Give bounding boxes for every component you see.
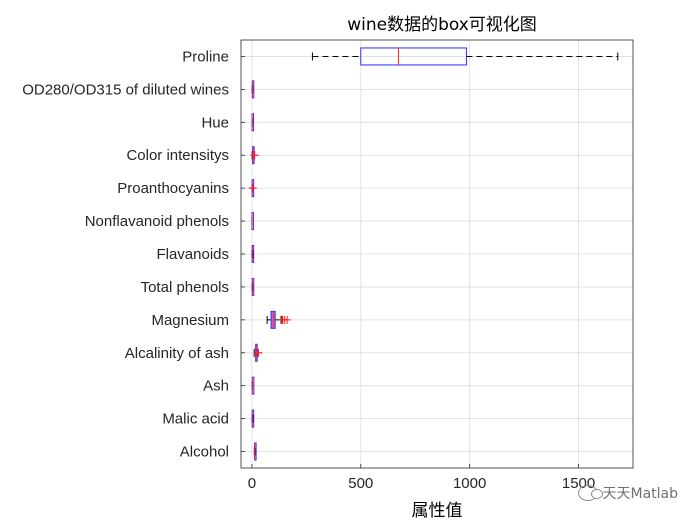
y-tick-label: Flavanoids (156, 246, 229, 263)
chart-title: wine数据的box可视化图 (347, 15, 537, 35)
outlier-point (283, 315, 292, 324)
outlier-point (254, 348, 263, 357)
x-tick-label: 500 (348, 475, 373, 492)
box-alcohol (253, 442, 257, 461)
y-tick-labels: Proline OD280/OD315 of diluted wines Hue Co… (22, 48, 229, 460)
y-tick-label: Hue (201, 114, 229, 131)
plot-area (240, 39, 634, 469)
x-axis-label: 属性值 (412, 501, 463, 521)
outlier-point (250, 151, 259, 160)
box-proline (311, 47, 619, 66)
y-tick-label: Proanthocyanins (117, 180, 229, 197)
box-series (248, 47, 619, 461)
grid-lines (241, 40, 633, 468)
wechat-icon (578, 485, 604, 501)
box-ash (251, 376, 255, 395)
watermark-text: 天天Matlab (602, 486, 678, 502)
box-color-intensitys (250, 146, 259, 165)
x-tick-label: 1000 (453, 475, 486, 492)
watermark: 天天Matlab (578, 483, 678, 503)
y-tick-label: Proline (182, 48, 229, 65)
box-malic-acid (251, 409, 255, 428)
box-hue (251, 113, 255, 132)
box-magnesium (266, 310, 292, 329)
y-tick-label: OD280/OD315 of diluted wines (22, 81, 229, 98)
y-tick-label: Color intensitys (126, 147, 229, 164)
y-tick-label: Magnesium (151, 312, 229, 329)
x-tick-label: 0 (248, 475, 256, 492)
x-tick-labels: 0 500 1000 1500 (248, 475, 596, 492)
outlier-point (248, 184, 257, 193)
y-tick-label: Alcohol (180, 444, 229, 461)
box-total-phenols (251, 277, 255, 296)
box-alcalinity-of-ash (253, 343, 263, 362)
y-tick-label: Ash (203, 378, 229, 395)
box-nonflavanoid-phenols (251, 212, 254, 231)
box-flavanoids (251, 245, 255, 263)
iqr-box (360, 47, 467, 66)
y-tick-label: Alcalinity of ash (125, 345, 229, 362)
y-tick-label: Nonflavanoid phenols (85, 213, 229, 230)
box-od280-od315-of-diluted-wines (251, 80, 255, 99)
y-tick-label: Malic acid (162, 411, 229, 428)
y-tick-label: Total phenols (141, 279, 229, 296)
box-proanthocyanins (248, 179, 257, 198)
